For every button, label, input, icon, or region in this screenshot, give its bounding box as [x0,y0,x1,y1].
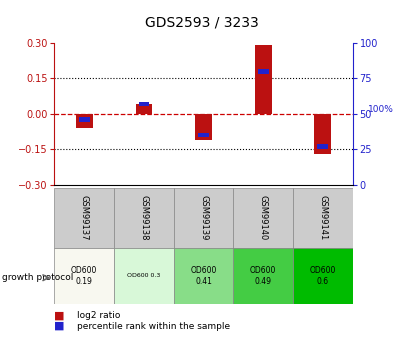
Bar [54,248,114,304]
Text: OD600 0.3: OD600 0.3 [127,273,160,278]
Bar [293,248,353,304]
Bar [314,114,331,154]
Text: OD600
0.49: OD600 0.49 [250,266,276,286]
Bar [233,188,293,248]
Bar [174,248,233,304]
Text: OD600
0.41: OD600 0.41 [190,266,217,286]
Bar [255,46,272,114]
Bar [198,133,209,137]
Bar [139,101,149,106]
Text: percentile rank within the sample: percentile rank within the sample [77,322,230,331]
Text: ■: ■ [54,321,65,331]
Bar [54,188,114,248]
Bar [318,144,328,149]
Text: GSM99138: GSM99138 [139,195,148,241]
Text: GSM99140: GSM99140 [259,196,268,241]
Bar [76,114,93,128]
Text: OD600
0.19: OD600 0.19 [71,266,98,286]
Bar [79,117,89,122]
Text: ■: ■ [54,311,65,321]
Bar [258,69,268,74]
Text: OD600
0.6: OD600 0.6 [310,266,336,286]
Bar [174,188,233,248]
Text: GDS2593 / 3233: GDS2593 / 3233 [145,16,258,30]
Text: growth protocol: growth protocol [2,273,73,282]
Bar [233,248,293,304]
Bar [114,188,174,248]
Bar [114,248,174,304]
Text: GSM99141: GSM99141 [318,196,327,241]
Text: GSM99137: GSM99137 [80,195,89,241]
Text: GSM99139: GSM99139 [199,195,208,241]
Bar [135,105,152,114]
Y-axis label: 100%: 100% [368,105,394,114]
Bar [293,188,353,248]
Bar [195,114,212,140]
Text: log2 ratio: log2 ratio [77,311,120,320]
